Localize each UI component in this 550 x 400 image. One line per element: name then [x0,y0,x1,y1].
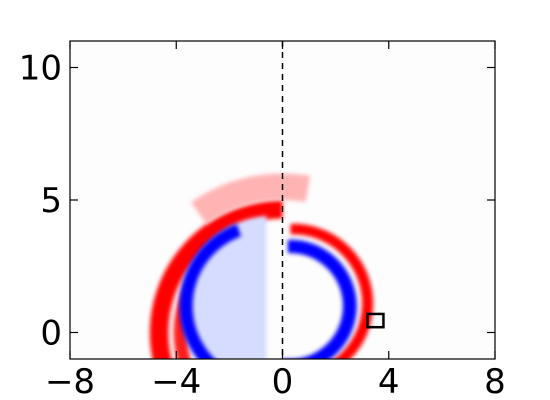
marker-box [366,312,385,329]
shell-left-blue-rim [179,223,242,359]
x-tick-label: −4 [151,362,201,400]
x-tick-label: −8 [45,362,95,400]
shell-plume-tail [191,173,311,224]
y-tick-label: 0 [40,314,62,354]
axis-ticks [69,41,496,359]
tick-labels: −8 −4 0 4 8 0 5 10 [19,49,506,400]
x-tick-label: 4 [378,362,400,400]
field-shells [149,173,374,359]
shell-right-blue-shell [283,239,357,359]
x-tick-label: 8 [484,362,506,400]
shell-outer-arc-left [149,200,283,359]
shell-right-red-shell [290,223,374,359]
y-tick-label: 10 [19,49,62,89]
y-tick-label: 5 [40,181,62,221]
x-tick-label: 0 [272,362,294,400]
